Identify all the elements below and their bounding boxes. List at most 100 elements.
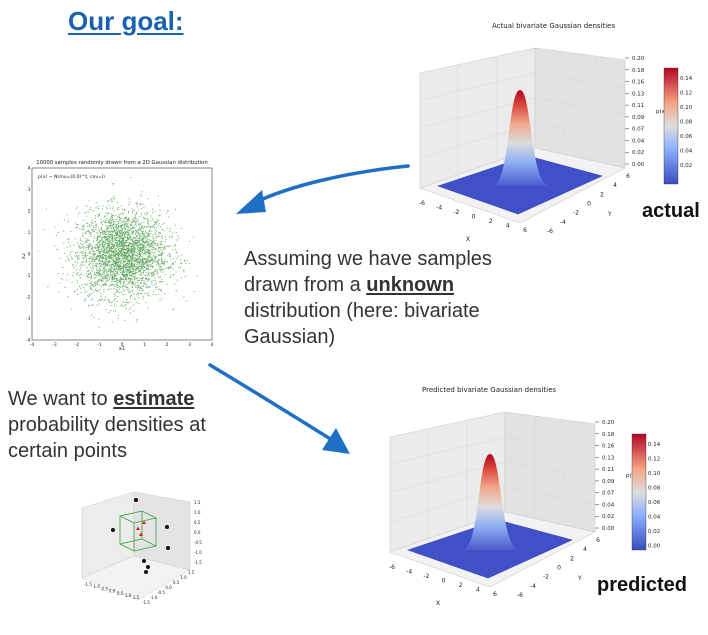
cube-tick: 1.5: [194, 500, 201, 505]
scatter-y-label: x2: [22, 253, 27, 259]
page-title: Our goal:: [68, 6, 184, 36]
actual-z-tick: 0.02: [632, 150, 644, 156]
scatter-y-tick: 4: [28, 166, 31, 172]
scatter-x-tick: 3: [188, 342, 191, 348]
actual-plot-title: Actual bivariate Gaussian densities: [492, 22, 615, 30]
scatter-y-tick: 2: [28, 209, 31, 215]
cube-tick: -1.0: [92, 584, 100, 589]
pred-z-tick: 0.11: [602, 467, 614, 473]
scatter-points: [37, 177, 198, 328]
actual-x-tick: -6: [419, 200, 425, 207]
cube-ticks-right: 1.5 1.0 0.5 0.0 -0.5 -1.0 -1.5: [194, 500, 202, 565]
actual-z-tick: 0.18: [632, 68, 645, 74]
scatter-y-tick: -2: [26, 295, 31, 301]
actual-z-tick: 0.11: [632, 103, 644, 109]
scatter-y-tick: -3: [26, 316, 31, 322]
pred-x-tick: 2: [459, 582, 463, 589]
actual-y-label: Y: [607, 211, 612, 218]
scatter-x-tick: -3: [52, 342, 57, 348]
pred-z-tick: 0.00: [602, 526, 615, 532]
pred-x-tick: -4: [406, 569, 412, 576]
caption-samples-emph: unknown: [366, 274, 455, 296]
caption-estimate-pre: We want to: [8, 388, 114, 410]
scatter-y-tick: -1: [26, 273, 31, 279]
actual-grid: [419, 53, 626, 178]
scatter-y-ticks: 4 3 2 1 0 -1 -2 -3 -4: [26, 166, 31, 344]
cube-ticks-bottom-right: -1.5-1.0-0.50.00.51.01.5: [142, 570, 195, 605]
pred-z-tick: 0.16: [602, 444, 615, 450]
actual-z-tick: 0.16: [632, 80, 645, 86]
scatter-svg: 10000 samples randomly drawn from a 2D G…: [21, 160, 214, 352]
pred-z-tick: 0.18: [602, 432, 615, 438]
actual-colorbar-tick: 0.04: [680, 149, 693, 155]
actual-z-tick: 0.20: [632, 56, 645, 62]
cube-tick: 0.5: [194, 520, 201, 525]
scatter-plot: 10000 samples randomly drawn from a 2D G…: [21, 156, 217, 352]
pred-y-tick: 0: [557, 565, 561, 572]
actual-z-tick: 0.00: [632, 162, 645, 168]
predicted-colorbar-ticks: 0.14 0.12 0.10 0.08 0.06 0.04 0.02 0.00: [648, 442, 661, 550]
cube-ticks-bottom-left: -1.5 -1.0 -0.5 0.0 0.5 1.0 1.5: [84, 582, 140, 600]
actual-y-tick: 6: [626, 173, 630, 180]
pred-y-tick: -6: [517, 592, 523, 599]
predicted-colorbar: [631, 433, 647, 551]
pred-z-tick: 0.13: [602, 455, 615, 461]
actual-z-tick: 0.09: [632, 115, 645, 121]
pred-colorbar-tick: 0.10: [648, 471, 661, 477]
predicted-back-pane-right: [504, 411, 596, 533]
caption-estimate: We want to estimate probability densitie…: [8, 386, 240, 464]
pred-x-tick: 0: [442, 578, 446, 585]
pred-colorbar-tick: 0.12: [648, 457, 660, 463]
cube-tick: -0.5: [157, 590, 165, 595]
actual-y-ticks: 6 4 2 0 -2 -4 -6: [547, 173, 630, 235]
actual-surface-svg: Actual bivariate Gaussian densities: [419, 22, 693, 243]
pred-colorbar-tick: 0.14: [648, 442, 661, 448]
pred-x-tick: 6: [493, 591, 497, 598]
scatter-sample-points: [37, 177, 198, 328]
cube-tick: 0.0: [165, 585, 172, 590]
scatter-y-tick: 1: [28, 230, 31, 236]
cube-points-inside: [136, 520, 146, 536]
cube-plot-svg: 1.51.00.50.0-0.5-1.0-1.5 -1.5 -1.0 -0.5 0.0…: [81, 491, 202, 605]
actual-label: actual: [642, 200, 700, 222]
actual-z-ticks: 0.20 0.18 0.16 0.13 0.11 0.09 0.07 0.04 0.02 0.00: [625, 56, 645, 168]
cube-tick: 1.0: [194, 510, 201, 515]
caption-estimate-emph: estimate: [113, 388, 195, 410]
actual-x-tick: -2: [453, 209, 459, 216]
cube-floor: [81, 555, 191, 601]
cube-points-outside: [111, 498, 170, 574]
predicted-surface-svg: Predicted bivariate Gaussian densities 0…: [389, 386, 661, 607]
predicted-label: predicted: [597, 574, 688, 596]
scatter-x-tick: 4: [211, 342, 214, 348]
pred-colorbar-tick: 0.00: [648, 544, 661, 550]
predicted-surface-plot: Predicted bivariate Gaussian densities 0…: [370, 382, 670, 617]
actual-colorbar-tick: 0.14: [680, 76, 693, 82]
actual-x-tick: -4: [436, 205, 442, 212]
actual-y-tick: -4: [560, 219, 566, 226]
pred-z-tick: 0.20: [602, 420, 615, 426]
actual-z-tick: 0.07: [632, 127, 645, 133]
scatter-x-tick: -4: [30, 342, 35, 348]
pred-y-tick: -4: [530, 583, 536, 590]
cube-tick: 0.0: [109, 589, 116, 594]
predicted-y-ticks: 6 4 2 0 -2 -4 -6: [517, 537, 600, 599]
cube-tick: 1.0: [180, 575, 187, 580]
pred-colorbar-tick: 0.04: [648, 515, 661, 521]
scatter-annotation: p(x) ~ N(mu=(0,0)^t, cov=I): [38, 174, 105, 180]
scatter-x-tick: 1: [143, 342, 146, 348]
actual-colorbar-tick: 0.08: [680, 120, 693, 126]
actual-colorbar-ticks: 0.14 0.12 0.10 0.08 0.06 0.04 0.02: [680, 76, 693, 169]
pred-y-tick: 6: [596, 537, 600, 544]
actual-gaussian-peak: [492, 90, 550, 186]
scatter-y-tick: -4: [26, 338, 31, 344]
pred-x-tick: 4: [476, 587, 480, 594]
actual-y-tick: -2: [573, 210, 579, 217]
actual-x-tick: 0: [472, 214, 476, 221]
actual-y-tick: 0: [587, 201, 591, 208]
actual-x-ticks: -6 -4 -2 0 2 4 6: [419, 200, 527, 234]
actual-surface-plot: Actual bivariate Gaussian densities: [400, 18, 705, 253]
cube-tick: -0.5: [194, 540, 202, 545]
actual-colorbar: [663, 67, 679, 185]
pred-colorbar-tick: 0.02: [648, 529, 660, 535]
actual-x-label: X: [466, 236, 470, 243]
